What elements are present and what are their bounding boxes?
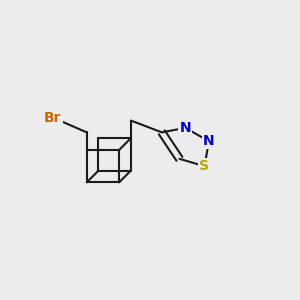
Text: Br: Br: [44, 111, 61, 124]
Text: N: N: [179, 121, 191, 135]
Text: N: N: [203, 134, 215, 148]
Text: S: S: [200, 159, 209, 173]
